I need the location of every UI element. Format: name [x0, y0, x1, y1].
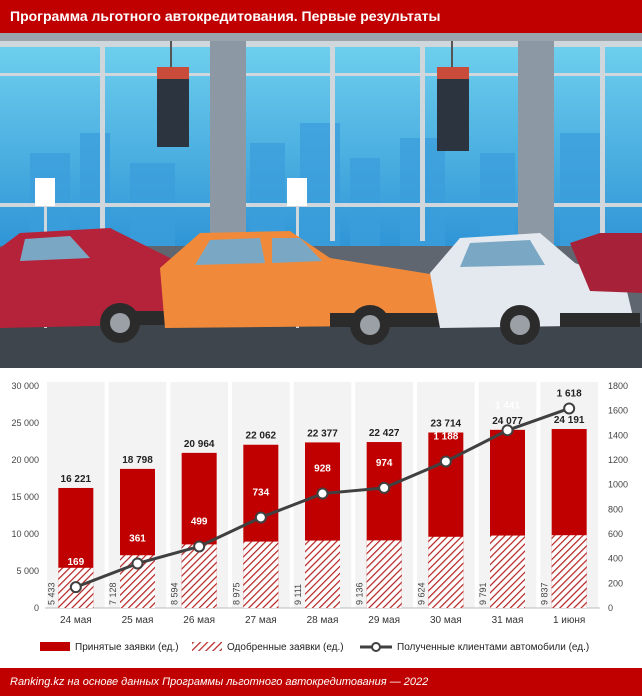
approved-bar [366, 540, 402, 608]
accepted-value-label: 20 964 [184, 439, 215, 450]
approved-value-label: 9 111 [293, 584, 303, 605]
cars-value-label: 1 618 [557, 388, 582, 399]
legend-swatch-accepted [40, 642, 70, 651]
car-showroom-illustration [0, 33, 642, 368]
cars-point [439, 455, 452, 468]
category-label: 31 мая [492, 615, 524, 626]
y-right-tick-label: 200 [608, 578, 623, 588]
approved-value-label: 9 624 [416, 582, 426, 605]
legend-marker-cars [371, 642, 381, 652]
category-label: 27 мая [245, 615, 277, 626]
cars-point [563, 402, 576, 415]
cars-point [193, 540, 206, 553]
y-right-tick-label: 400 [608, 554, 623, 564]
y-left-tick-label: 30 000 [11, 381, 39, 391]
category-label: 30 мая [430, 615, 462, 626]
y-left-tick-label: 0 [34, 603, 39, 613]
y-right-tick-label: 1200 [608, 455, 628, 465]
page-title: Программа льготного автокредитования. Пе… [0, 0, 642, 33]
cars-point [501, 424, 514, 437]
y-left-tick-label: 5 000 [16, 566, 39, 576]
source-footer: Ranking.kz на основе данных Программы ль… [0, 668, 642, 696]
cars-point [378, 481, 391, 494]
cars-value-label: 169 [67, 557, 84, 568]
cars-point [316, 487, 329, 500]
accepted-value-label: 22 062 [246, 431, 277, 442]
y-right-tick-label: 1000 [608, 480, 628, 490]
y-right-tick-label: 800 [608, 504, 623, 514]
y-left-tick-label: 15 000 [11, 492, 39, 502]
cars-point [131, 557, 144, 570]
cars-value-label: 734 [252, 487, 269, 498]
cars-value-label: 499 [191, 516, 208, 527]
y-left-tick-label: 25 000 [11, 418, 39, 428]
approved-value-label: 9 791 [478, 582, 488, 605]
approved-value-label: 8 975 [231, 582, 241, 605]
chart: 0 5 000 10 000 15 000 20 000 25 000 30 000 0 20… [11, 381, 628, 653]
approved-bar [428, 536, 464, 608]
category-label: 24 мая [60, 615, 92, 626]
accepted-value-label: 22 377 [307, 428, 338, 439]
category-label: 29 мая [368, 615, 400, 626]
legend-label-accepted: Принятые заявки (ед.) [75, 642, 179, 653]
approved-bar [305, 540, 340, 608]
approved-value-label: 9 136 [355, 582, 365, 605]
accepted-value-label: 18 798 [122, 455, 153, 466]
category-label: 1 июня [553, 615, 585, 626]
approved-bar [181, 544, 217, 608]
category-label: 28 мая [307, 615, 339, 626]
accepted-value-label: 22 427 [369, 428, 400, 439]
approved-bar [551, 535, 587, 608]
y-left-tick-label: 10 000 [11, 529, 39, 539]
category-label: 26 мая [183, 615, 215, 626]
cars-value-label: 974 [376, 458, 393, 469]
y-right-tick-label: 600 [608, 529, 623, 539]
legend-label-cars: Полученные клиентами автомобили (ед.) [397, 641, 589, 653]
cars-point [69, 581, 82, 594]
legend-swatch-approved [192, 642, 222, 651]
cars-value-label: 1 188 [433, 431, 458, 442]
approved-bar [490, 535, 525, 608]
cars-value-label: 1 441 [495, 400, 520, 411]
cars-point [254, 511, 267, 524]
y-right-tick-label: 1600 [608, 406, 628, 416]
approved-value-label: 5 433 [46, 582, 56, 605]
y-right-tick-label: 1800 [608, 381, 628, 391]
y-right-tick-label: 1400 [608, 430, 628, 440]
accepted-value-label: 23 714 [431, 419, 462, 430]
legend-label-approved: Одобренные заявки (ед.) [227, 641, 344, 653]
accepted-value-label: 24 077 [492, 416, 523, 427]
accepted-value-label: 24 191 [554, 415, 585, 426]
accepted-value-label: 16 221 [61, 474, 92, 485]
y-right-tick-label: 0 [608, 603, 613, 613]
approved-bar [243, 541, 279, 608]
approved-value-label: 7 128 [108, 582, 118, 605]
cars-value-label: 361 [129, 533, 146, 544]
y-left-tick-label: 20 000 [11, 455, 39, 465]
approved-value-label: 8 594 [170, 582, 180, 605]
approved-value-label: 9 837 [540, 582, 550, 605]
category-label: 25 мая [122, 615, 154, 626]
cars-value-label: 928 [314, 464, 331, 475]
